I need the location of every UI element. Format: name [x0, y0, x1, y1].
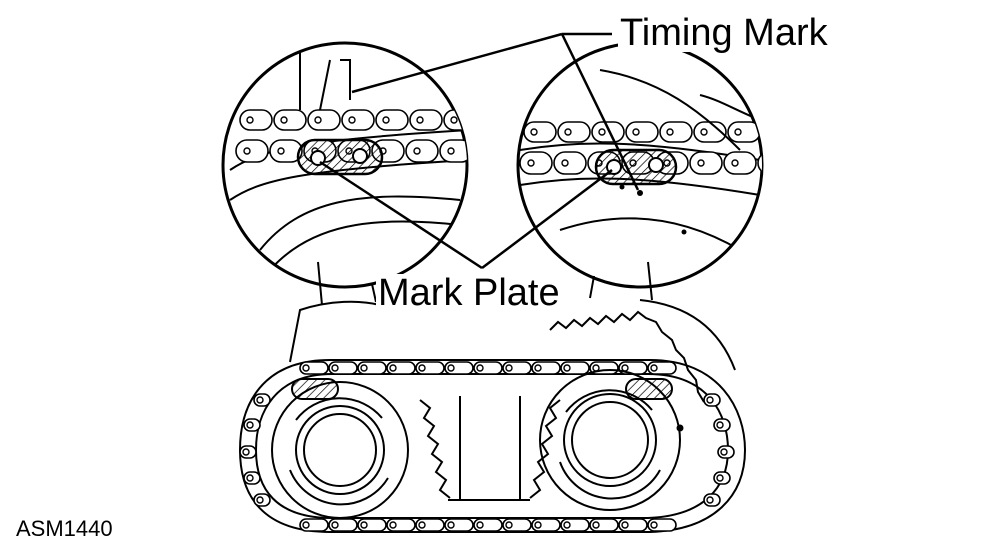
chain-pin: [563, 364, 571, 372]
chain-link: [689, 151, 723, 175]
chain-pin: [277, 147, 285, 155]
chain-pin: [447, 147, 455, 155]
chain-link: [375, 109, 409, 131]
chain-pin: [650, 521, 658, 529]
chain-pin: [418, 521, 426, 529]
chain-link: [757, 151, 762, 175]
chain-pin: [246, 474, 254, 482]
chain-pin: [621, 364, 629, 372]
chain-pin: [246, 421, 254, 429]
left-detail-magnifier: [221, 41, 469, 289]
timing-mark-label: Timing Mark: [618, 12, 830, 54]
chain-pin: [766, 160, 772, 166]
chain-link: [659, 121, 693, 143]
chain-pin: [416, 116, 424, 124]
chain-link: [239, 109, 273, 131]
chain-pin: [706, 496, 714, 504]
chain-pin: [720, 448, 728, 456]
chain-pin: [246, 116, 254, 124]
mark-plate-label: Mark Plate: [376, 272, 562, 314]
chain-link: [591, 121, 625, 143]
chain-pin: [243, 147, 251, 155]
chain-pin: [621, 521, 629, 529]
chain-pin: [534, 364, 542, 372]
chain-pin: [534, 521, 542, 529]
chain-pin: [331, 364, 339, 372]
chain-link: [727, 121, 761, 143]
chain-pin: [360, 364, 368, 372]
chain-pin: [256, 496, 264, 504]
chain-pin: [563, 521, 571, 529]
figure-code-label: ASM1440: [16, 516, 113, 541]
chain-pin: [650, 364, 658, 372]
assembly-mark-plate-right: [625, 378, 673, 400]
chain-pin: [418, 364, 426, 372]
chain-pin: [505, 364, 513, 372]
right-detail-magnifier: [516, 41, 772, 289]
chain-link: [235, 139, 269, 163]
chain-pin: [734, 128, 742, 136]
chain-pin: [530, 128, 538, 136]
chain-pin: [505, 521, 513, 529]
chain-pin: [382, 116, 390, 124]
chain-pin: [242, 448, 250, 456]
upper-housing: [289, 299, 736, 403]
center-gears: [419, 396, 561, 501]
right-timing-dot: [637, 190, 643, 196]
assembly-mark-plate-left: [291, 378, 339, 400]
chain-pin: [564, 128, 572, 136]
chain-pin: [731, 159, 739, 167]
chain-pin: [447, 364, 455, 372]
chain-pin: [697, 159, 705, 167]
chain-pin: [700, 128, 708, 136]
assembly-mark-plates: [291, 378, 673, 400]
chain-pin: [360, 521, 368, 529]
magnifier-callout-lines: [317, 261, 653, 306]
chain-pin: [447, 521, 455, 529]
mark-plate-leaders: [319, 160, 613, 270]
chain-link: [723, 151, 757, 175]
timing-mark-leaders: [351, 32, 640, 191]
chain-pin: [716, 474, 724, 482]
chain-link: [625, 121, 659, 143]
chain-pin: [389, 364, 397, 372]
chain-pin: [561, 159, 569, 167]
chain-assembly: [238, 359, 747, 533]
chain-pin: [666, 128, 674, 136]
chain-pin: [476, 521, 484, 529]
chain-pin: [706, 396, 714, 404]
chain-pin: [592, 521, 600, 529]
chain-pin: [413, 147, 421, 155]
chain-link: [519, 151, 553, 175]
chain-pin: [302, 364, 310, 372]
chain-link: [523, 121, 557, 143]
chain-link: [341, 109, 375, 131]
chain-link: [439, 139, 467, 163]
left-sprocket: [271, 381, 409, 519]
chain-link: [557, 121, 591, 143]
chain-pin: [450, 116, 458, 124]
chain-pin: [280, 116, 288, 124]
chain-link: [273, 109, 307, 131]
chain-pin: [527, 159, 535, 167]
right-sprocket: [539, 369, 684, 511]
chain-link: [405, 139, 439, 163]
chain-link: [409, 109, 443, 131]
chain-pin: [632, 128, 640, 136]
chain-pin: [348, 116, 356, 124]
chain-pin: [389, 521, 397, 529]
chain-pin: [302, 521, 310, 529]
chain-pin: [314, 116, 322, 124]
chain-pin: [716, 421, 724, 429]
chain-pin: [256, 396, 264, 404]
chain-link: [553, 151, 587, 175]
chain-pin: [598, 128, 606, 136]
chain-pin: [331, 521, 339, 529]
chain-link: [307, 109, 341, 131]
chain-pin: [476, 364, 484, 372]
